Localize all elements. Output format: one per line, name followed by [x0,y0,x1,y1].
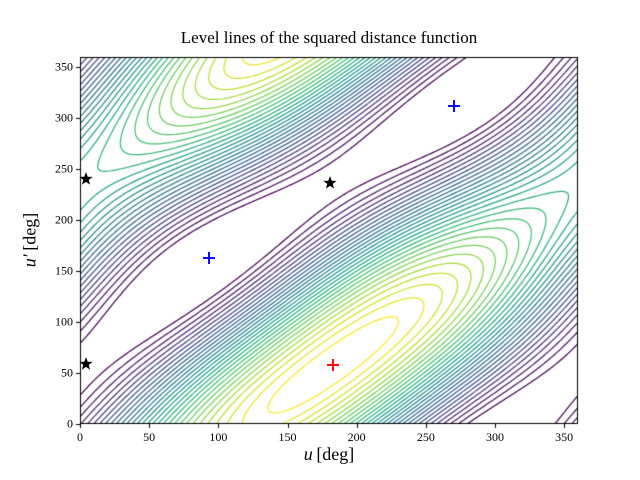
black-star-marker [78,172,93,187]
black-star-marker [323,176,338,191]
x-axis-variable: u [303,444,313,464]
y-tick-label: 200 [55,212,73,227]
y-tick-label: 0 [67,416,73,431]
blue-plus-marker [447,99,460,112]
x-tick-label: 300 [486,430,504,444]
x-axis-unit: [deg] [316,444,355,464]
y-tick-label: 300 [55,110,73,125]
blue-plus-marker [202,251,215,264]
x-tick-label: 150 [278,430,297,444]
x-tick-label: 0 [77,430,83,444]
black-star-marker [78,356,93,371]
y-tick-label: 150 [55,263,73,278]
x-tick-label: 200 [347,430,366,444]
plot-title: Level lines of the squared distance func… [180,28,478,47]
x-tick-label: 350 [555,430,574,444]
y-tick-label: 250 [55,161,73,176]
x-tick-label: 50 [143,430,156,444]
red-plus-marker [327,358,340,371]
x-tick-label: 250 [416,430,435,444]
y-tick-label: 350 [55,59,73,74]
x-axis-label: u [deg] [80,444,578,465]
y-tick-label: 100 [55,314,73,329]
y-tick-label: 50 [61,365,73,380]
x-tick-label: 100 [209,430,228,444]
